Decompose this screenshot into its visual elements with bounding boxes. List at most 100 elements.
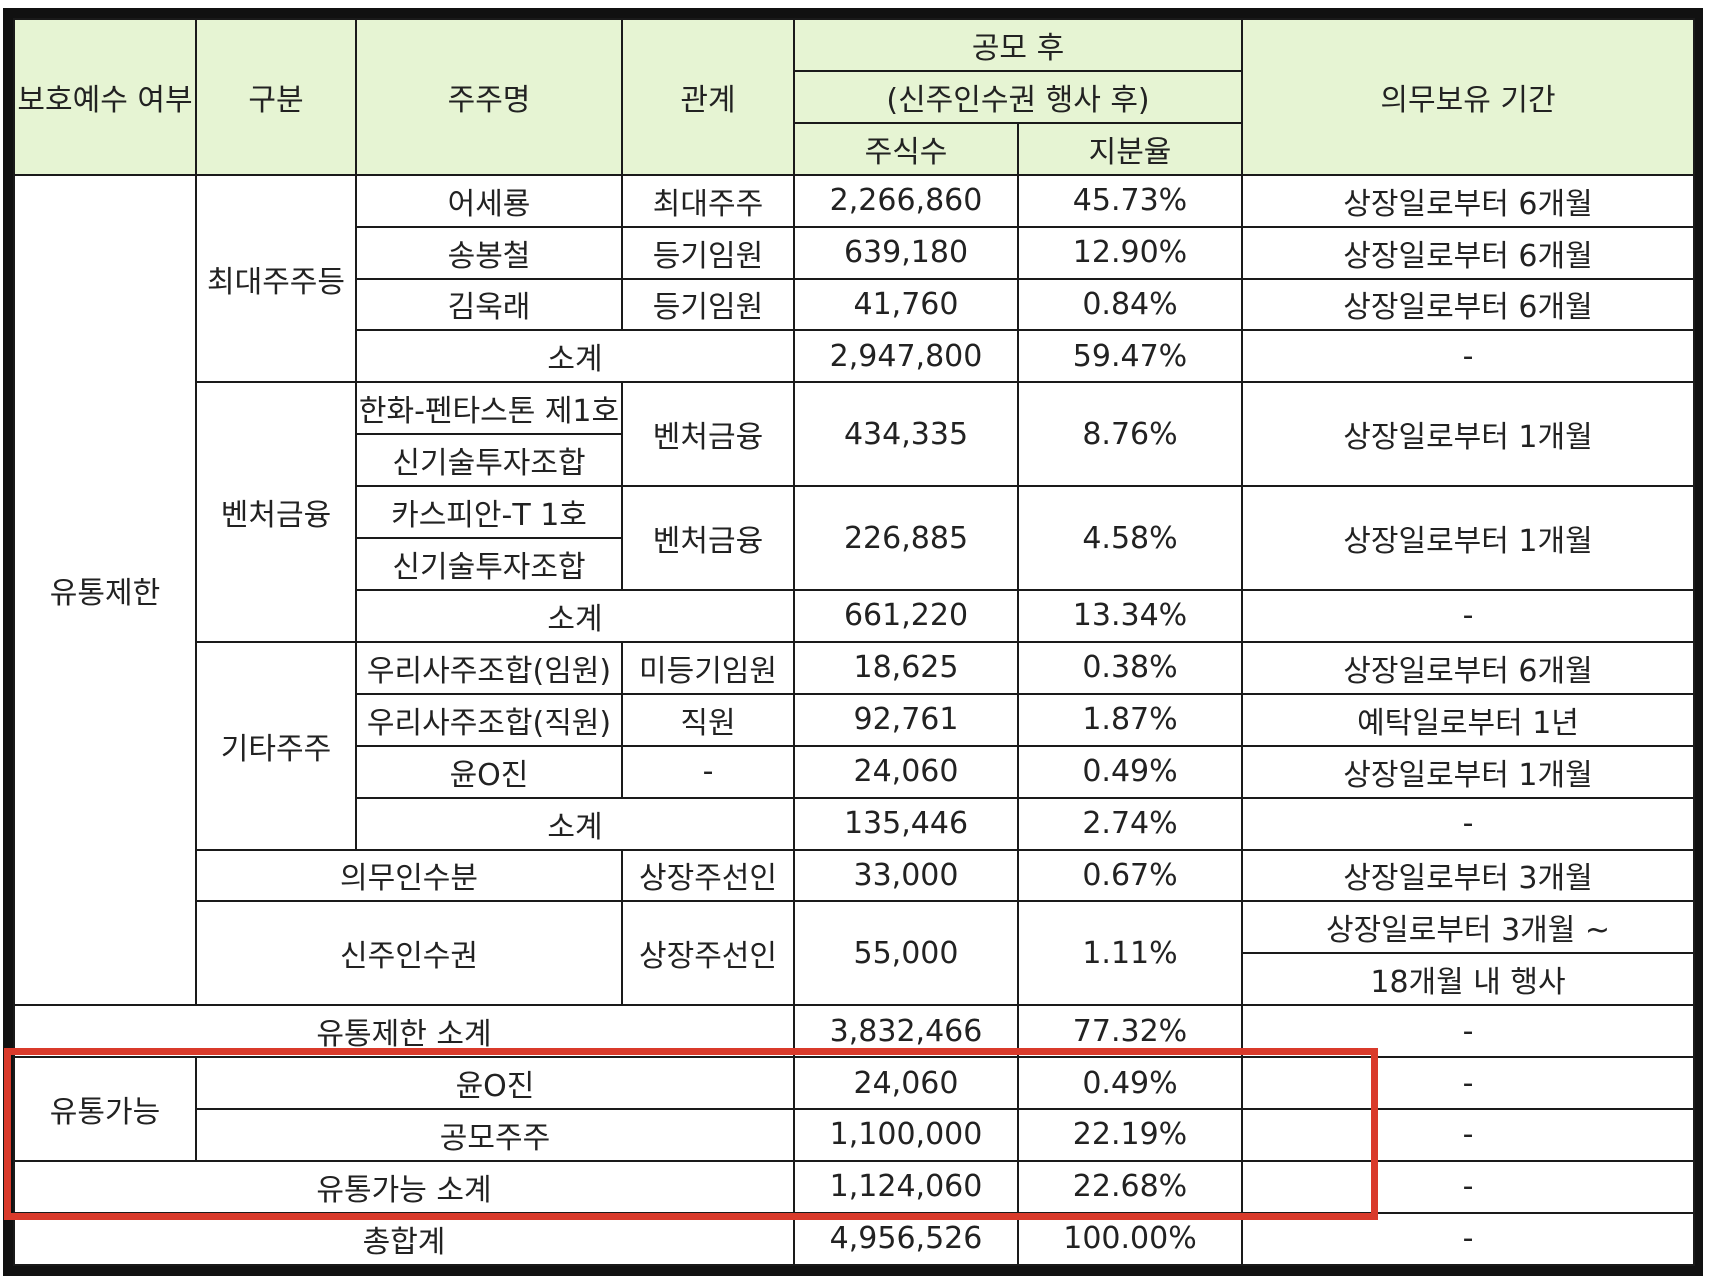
shareholder-name: 윤O진 [195,1056,795,1111]
shares-cell: 1,124,060 [793,1159,1019,1214]
restricted-label: 유통제한 [13,173,197,1007]
ratio-cell: 4.58% [1017,485,1243,591]
shareholder-name: 카스피안-T 1호 [355,485,623,540]
subtotal-row: 유통제한 소계 3,832,466 77.32% - [13,1004,1695,1059]
period-cell: 상장일로부터 1개월 [1241,744,1695,799]
total-row: 총합계 4,956,526 100.00% - [13,1211,1695,1267]
shares-cell: 661,220 [793,588,1019,643]
shares-cell: 55,000 [793,900,1019,1007]
major-label: 최대주주등 [195,173,357,384]
others-label: 기타주주 [195,640,357,851]
relation-cell: 등기임원 [621,277,795,332]
period-cell: 예탁일로부터 1년 [1241,692,1695,747]
shares-cell: 226,885 [793,485,1019,591]
shares-cell: 4,956,526 [793,1211,1019,1267]
shares-cell: 18,625 [793,640,1019,695]
shareholder-name: 우리사주조합(직원) [355,692,623,747]
shares-cell: 1,100,000 [793,1108,1019,1162]
ratio-cell: 59.47% [1017,329,1243,384]
shares-cell: 3,832,466 [793,1004,1019,1059]
header-after-warrant: (신주인수권 행사 후) [793,69,1243,124]
period-cell: 상장일로부터 6개월 [1241,640,1695,695]
shares-cell: 434,335 [793,381,1019,488]
table-row: 김욱래 등기임원 41,760 0.84% 상장일로부터 6개월 [14,277,1695,332]
ratio-cell: 100.00% [1017,1211,1243,1267]
table-row: 유통제한 최대주주등 어세룡 최대주주 2,266,860 45.73% 상장일… [13,173,1695,1007]
period-cell: 상장일로부터 6개월 [1241,173,1695,228]
tradable-subtotal-label: 유통가능 소계 [13,1159,795,1214]
table-row: 유통가능 윤O진 24,060 0.49% - [13,1056,1695,1162]
ratio-cell: 0.49% [1017,1056,1243,1111]
mandatory-label: 의무인수분 [195,848,623,903]
restricted-subtotal-label: 유통제한 소계 [13,1004,795,1059]
tradable-label: 유통가능 [13,1056,197,1162]
subtotal-row: 소계 661,220 13.34% - [14,588,1695,643]
period-cell: - [1241,329,1695,384]
period-cell: - [1241,1211,1695,1267]
shareholder-name: 공모주주 [195,1108,795,1162]
shares-cell: 33,000 [793,848,1019,903]
header-lockup: 보호예수 여부 [13,18,197,176]
subtotal-row: 소계 135,446 2.74% - [14,796,1695,851]
shares-cell: 24,060 [793,1056,1019,1111]
shareholder-name: 한화-펜타스톤 제1호 [355,381,623,436]
header-ratio: 지분율 [1017,121,1243,176]
subtotal-row: 유통가능 소계 1,124,060 22.68% - [13,1159,1695,1214]
table-row: 우리사주조합(직원) 직원 92,761 1.87% 예탁일로부터 1년 [14,692,1695,747]
table-row: 윤O진 - 24,060 0.49% 상장일로부터 1개월 [14,744,1695,799]
shareholder-name: 윤O진 [355,744,623,799]
period-cell: - [1241,796,1695,851]
relation-cell: 직원 [621,692,795,747]
ratio-cell: 0.38% [1017,640,1243,695]
period-cell-sub: 18개월 내 행사 [1241,952,1695,1007]
venture-label: 벤처금융 [195,381,357,643]
ratio-cell: 0.67% [1017,848,1243,903]
shareholder-name: 송봉철 [355,225,623,280]
shares-cell: 2,266,860 [793,173,1019,228]
shareholder-name-sub: 신기술투자조합 [355,537,623,591]
relation-cell: 상장주선인 [621,900,795,1007]
table-row: 18개월 내 행사 [14,952,1695,1007]
ratio-cell: 2.74% [1017,796,1243,851]
relation-cell: 최대주주 [621,173,795,228]
subtotal-label: 소계 [355,588,795,643]
top-strip [0,0,1716,8]
relation-cell: - [621,744,795,799]
shareholder-name: 김욱래 [355,277,623,332]
table-row: 기타주주 우리사주조합(임원) 미등기임원 18,625 0.38% 상장일로부… [14,640,1695,851]
ratio-cell: 1.87% [1017,692,1243,747]
ratio-cell: 13.34% [1017,588,1243,643]
relation-cell: 벤처금융 [621,485,795,591]
relation-cell: 상장주선인 [621,848,795,903]
header-after-ipo: 공모 후 [793,18,1243,72]
shareholder-name: 우리사주조합(임원) [355,640,623,695]
table-row: 신주인수권 상장주선인 55,000 1.11% 상장일로부터 3개월 ~ [14,900,1695,1007]
header-relation: 관계 [621,18,795,176]
period-cell: - [1241,1159,1695,1214]
ratio-cell: 12.90% [1017,225,1243,280]
period-cell: 상장일로부터 3개월 ~ [1241,900,1695,955]
ratio-cell: 77.32% [1017,1004,1243,1059]
shares-cell: 639,180 [793,225,1019,280]
warrant-label: 신주인수권 [195,900,623,1007]
subtotal-label: 소계 [355,796,795,851]
table-row: 신기술투자조합 [14,433,1694,488]
shares-cell: 135,446 [793,796,1019,851]
shares-cell: 2,947,800 [793,329,1019,384]
table-row: 의무인수분 상장주선인 33,000 0.67% 상장일로부터 3개월 [14,848,1695,903]
ratio-cell: 8.76% [1017,381,1243,488]
shareholder-name: 어세룡 [355,173,623,228]
ratio-cell: 1.11% [1017,900,1243,1007]
ratio-cell: 0.84% [1017,277,1243,332]
period-cell: 상장일로부터 3개월 [1241,848,1695,903]
header-period: 의무보유 기간 [1241,18,1695,176]
ratio-cell: 0.49% [1017,744,1243,799]
period-cell: - [1241,588,1695,643]
period-cell: 상장일로부터 1개월 [1241,381,1695,488]
period-cell: 상장일로부터 6개월 [1241,277,1695,332]
table-row: 공모주주 1,100,000 22.19% - [14,1108,1695,1162]
header-shareholder: 주주명 [355,18,623,176]
shareholder-name-sub: 신기술투자조합 [355,433,623,488]
period-cell: 상장일로부터 1개월 [1241,485,1695,591]
shares-cell: 24,060 [793,744,1019,799]
